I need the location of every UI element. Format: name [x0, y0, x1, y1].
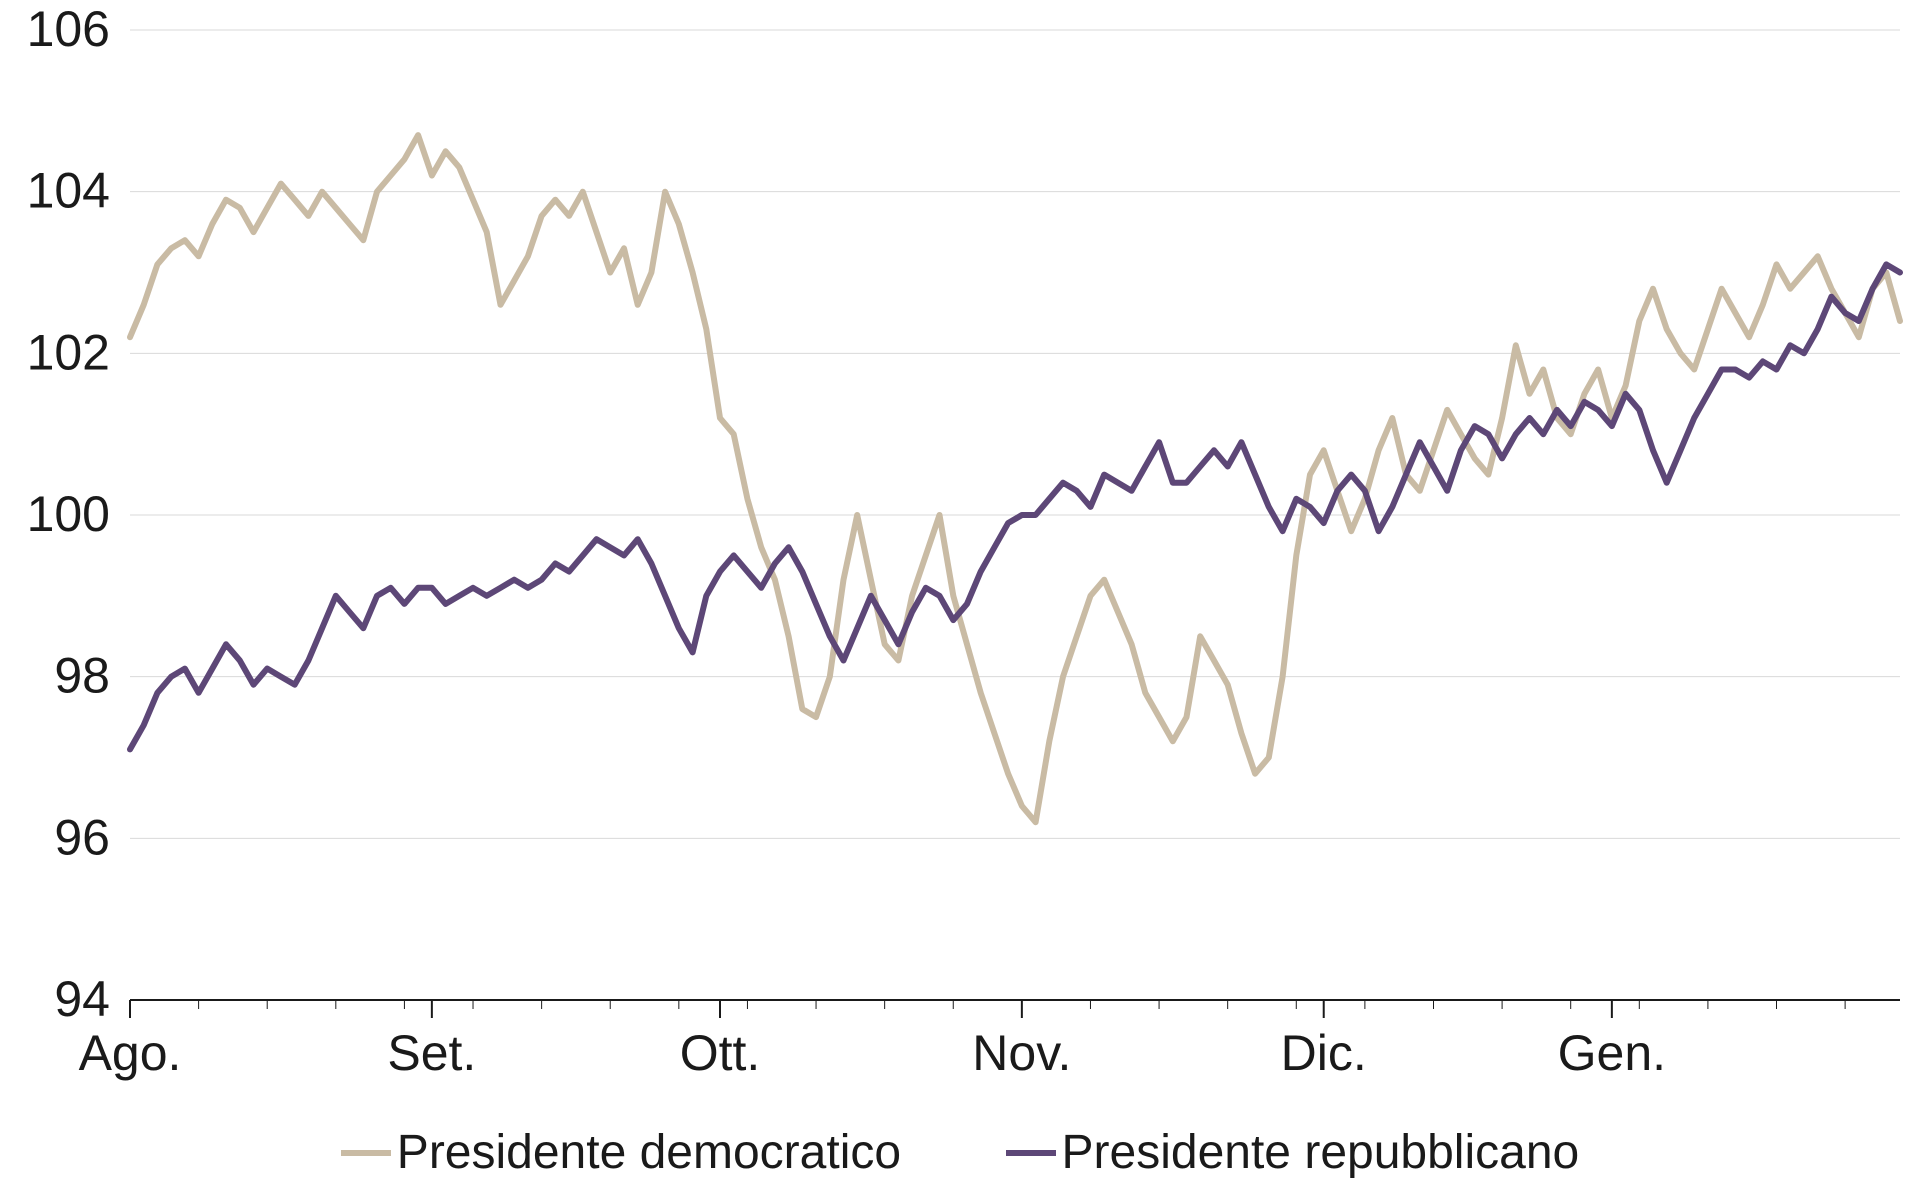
- svg-text:Dic.: Dic.: [1281, 1025, 1367, 1081]
- legend-item-democratic: Presidente democratico: [341, 1125, 901, 1180]
- svg-text:Nov.: Nov.: [972, 1025, 1071, 1081]
- svg-text:Gen.: Gen.: [1558, 1025, 1666, 1081]
- svg-text:100: 100: [27, 486, 110, 542]
- legend-swatch-republican: [1006, 1150, 1056, 1156]
- legend-label-democratic: Presidente democratico: [397, 1125, 901, 1180]
- svg-text:Ott.: Ott.: [680, 1025, 761, 1081]
- legend: Presidente democratico Presidente repubb…: [0, 1125, 1920, 1180]
- svg-text:94: 94: [54, 971, 110, 1027]
- svg-text:104: 104: [27, 163, 110, 219]
- svg-text:Set.: Set.: [387, 1025, 476, 1081]
- legend-label-republican: Presidente repubblicano: [1062, 1125, 1580, 1180]
- svg-text:102: 102: [27, 324, 110, 380]
- svg-text:96: 96: [54, 809, 110, 865]
- svg-text:Ago.: Ago.: [79, 1025, 182, 1081]
- legend-swatch-democratic: [341, 1150, 391, 1156]
- chart-svg: 94 96 98 100 102 104 106 Ago. Set. Ott. Nov. Dic. Ge…: [0, 0, 1920, 1100]
- svg-text:106: 106: [27, 1, 110, 57]
- line-chart: 94 96 98 100 102 104 106 Ago. Set. Ott. Nov. Dic. Ge…: [0, 0, 1920, 1200]
- legend-item-republican: Presidente repubblicano: [1006, 1125, 1580, 1180]
- svg-text:98: 98: [54, 648, 110, 704]
